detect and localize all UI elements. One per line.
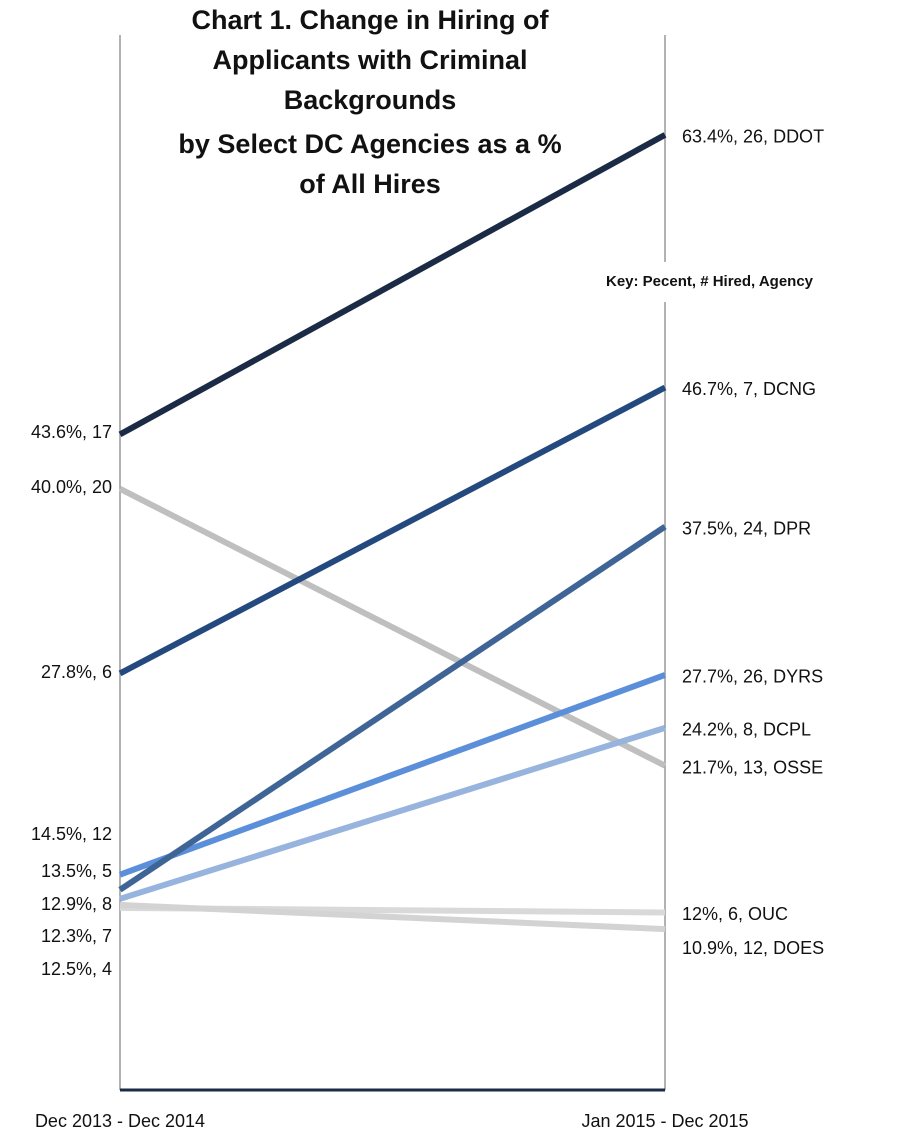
right-value-label: 21.7%, 13, OSSE	[682, 757, 823, 777]
key-label: Key: Pecent, # Hired, Agency	[606, 273, 814, 290]
left-value-label: 43.6%, 17	[31, 422, 112, 442]
chart-title: Backgrounds	[284, 85, 457, 115]
chart-title: of All Hires	[299, 169, 441, 199]
right-value-label: 12%, 6, OUC	[682, 904, 788, 924]
left-value-label: 27.8%, 6	[41, 662, 112, 682]
key-box	[600, 262, 903, 302]
slope-line	[118, 524, 667, 893]
left-value-label: 12.9%, 8	[41, 894, 112, 914]
right-value-label: 24.2%, 8, DCPL	[682, 720, 811, 740]
left-value-label: 13.5%, 5	[41, 861, 112, 881]
slope-line	[119, 901, 666, 933]
chart-title: by Select DC Agencies as a %	[178, 129, 561, 159]
slope-line	[118, 486, 667, 769]
x-tick-label: Dec 2013 - Dec 2014	[35, 1111, 205, 1131]
chart-title: Applicants with Criminal	[212, 45, 527, 75]
right-value-label: 27.7%, 26, DYRS	[682, 667, 823, 687]
right-value-label: 10.9%, 12, DOES	[682, 938, 824, 958]
slope-line	[118, 132, 667, 438]
slope-line	[118, 672, 667, 878]
chart-title: Chart 1. Change in Hiring of	[191, 5, 549, 35]
x-tick-label: Jan 2015 - Dec 2015	[581, 1111, 748, 1131]
left-value-label: 12.5%, 4	[41, 959, 112, 979]
left-value-label: 12.3%, 7	[41, 926, 112, 946]
right-value-label: 63.4%, 26, DDOT	[682, 127, 824, 147]
left-value-label: 14.5%, 12	[31, 824, 112, 844]
left-value-label: 40.0%, 20	[31, 477, 112, 497]
right-value-label: 46.7%, 7, DCNG	[682, 379, 816, 399]
slope-line	[119, 725, 666, 902]
slope-line	[118, 384, 667, 677]
right-value-label: 37.5%, 24, DPR	[682, 518, 811, 538]
